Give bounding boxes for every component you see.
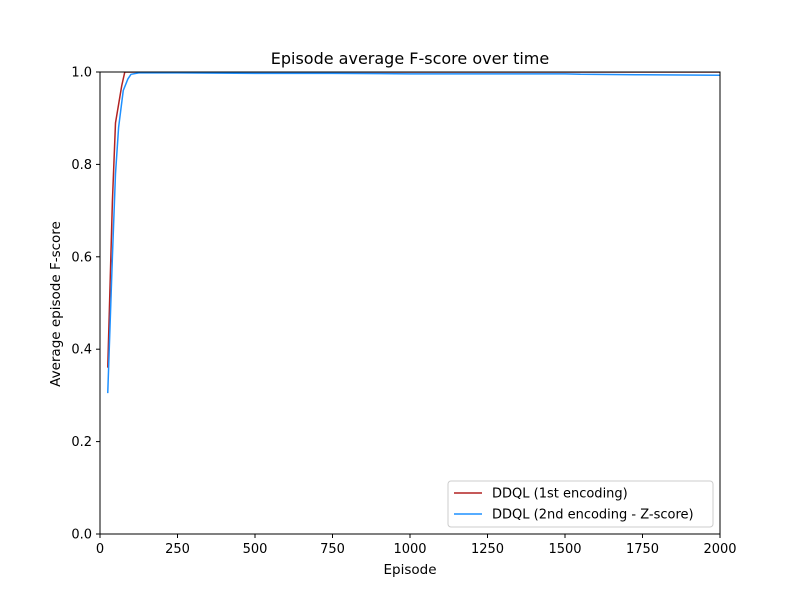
series-line-1 bbox=[107, 72, 720, 368]
x-tick-label: 0 bbox=[96, 542, 104, 557]
legend: DDQL (1st encoding) DDQL (2nd encoding - … bbox=[447, 480, 714, 528]
legend-label-2: DDQL (2nd encoding - Z-score) bbox=[492, 508, 694, 523]
x-tick-label: 1500 bbox=[548, 542, 581, 557]
x-tick-label: 1750 bbox=[626, 542, 659, 557]
plot-area: 0 250 500 750 1000 1250 1500 1750 2000 0.0 0.2 0.4 0… bbox=[71, 66, 736, 558]
series-group bbox=[107, 72, 720, 394]
x-tick-label: 250 bbox=[165, 542, 190, 557]
y-tick-label: 0.6 bbox=[71, 250, 92, 265]
y-tick-label: 0.4 bbox=[71, 343, 92, 358]
x-tick-label: 750 bbox=[320, 542, 345, 557]
x-tick-label: 1000 bbox=[393, 542, 426, 557]
y-tick-label: 0.8 bbox=[71, 158, 92, 173]
y-tick-label: 0.2 bbox=[71, 435, 92, 450]
y-axis-label: Average episode F-score bbox=[48, 221, 64, 387]
y-tick-label: 1.0 bbox=[71, 66, 92, 81]
x-tick-label: 500 bbox=[243, 542, 268, 557]
y-tick-label: 0.0 bbox=[71, 528, 92, 543]
x-tick-label: 2000 bbox=[703, 542, 736, 557]
legend-box bbox=[447, 480, 714, 528]
x-tick-label: 1250 bbox=[471, 542, 504, 557]
legend-label-1: DDQL (1st encoding) bbox=[492, 487, 628, 502]
series-line-2 bbox=[107, 72, 720, 394]
chart-title: Episode average F-score over time bbox=[271, 49, 549, 68]
x-axis-label: Episode bbox=[383, 562, 436, 578]
